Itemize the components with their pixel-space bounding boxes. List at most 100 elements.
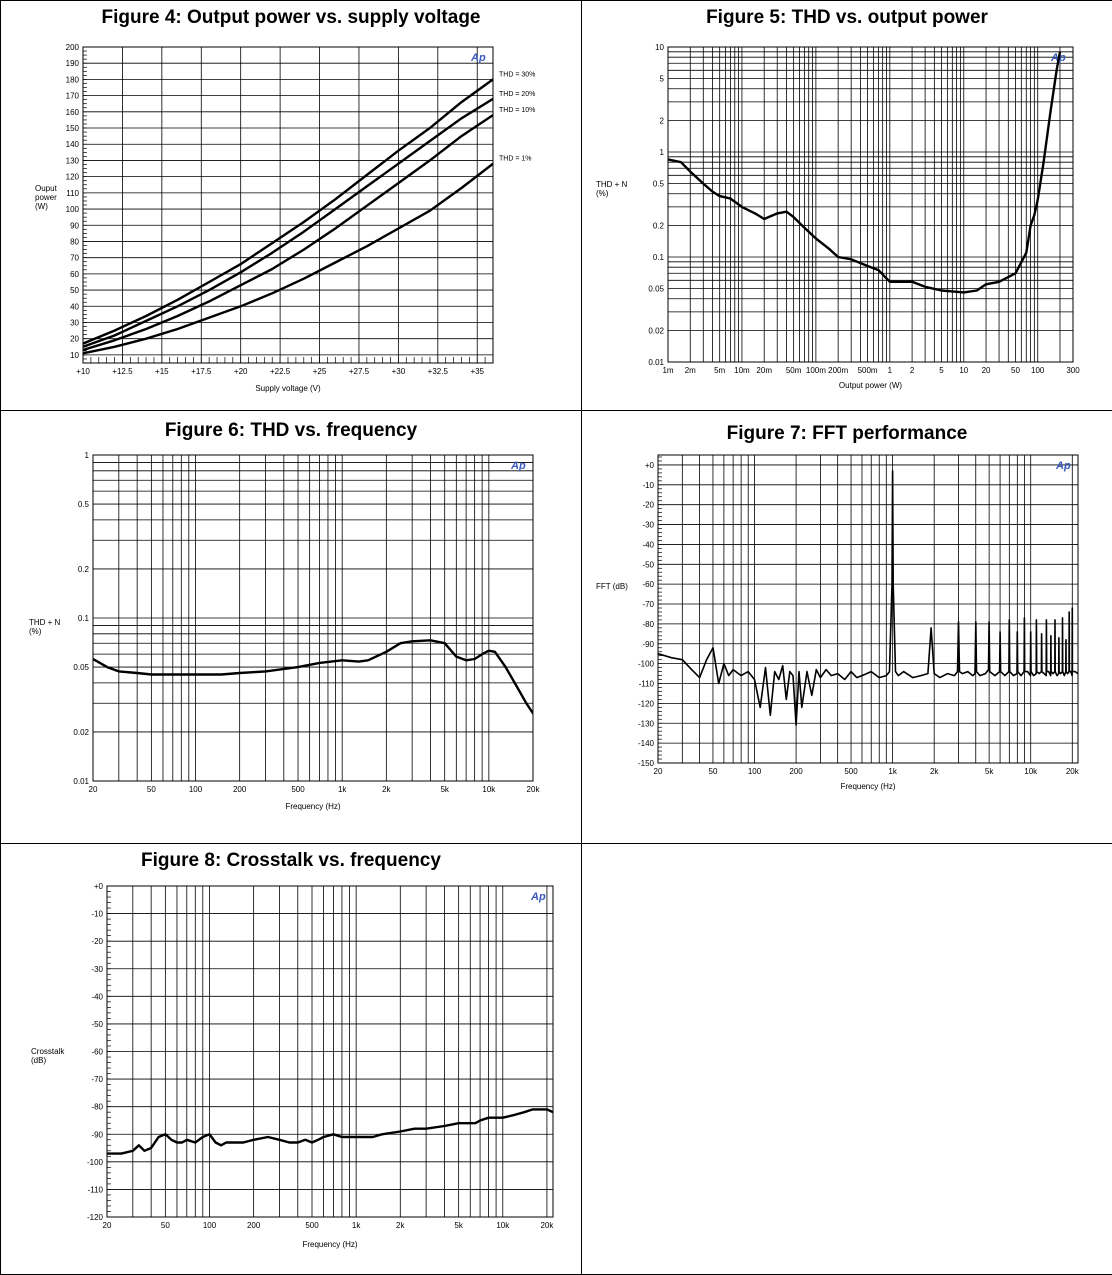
y-axis-label: Crosstalk bbox=[31, 1047, 65, 1056]
x-tick-label: 10 bbox=[959, 366, 968, 375]
figure-4-chart: +10+12.5+15+17.5+20+22.5+25+27.5+30+32.5… bbox=[1, 1, 582, 411]
y-tick-label: 110 bbox=[66, 189, 79, 198]
y-tick-label: -130 bbox=[638, 719, 655, 728]
y-tick-label: -30 bbox=[642, 521, 654, 530]
x-tick-label: +32.5 bbox=[428, 367, 449, 376]
x-tick-label: 500 bbox=[844, 767, 858, 776]
y-tick-label: -90 bbox=[91, 1130, 103, 1139]
y-tick-label: 20 bbox=[70, 335, 79, 344]
x-tick-label: 2k bbox=[396, 1221, 405, 1230]
y-tick-label: -120 bbox=[87, 1213, 104, 1222]
y-tick-label: -30 bbox=[91, 965, 103, 974]
fig4-series-line bbox=[83, 99, 493, 347]
fig7-series-line bbox=[658, 471, 1078, 725]
y-axis-label: THD + N bbox=[596, 180, 628, 189]
fig8-series-line bbox=[107, 1109, 553, 1153]
x-axis-label: Output power (W) bbox=[839, 381, 902, 390]
y-tick-label: -20 bbox=[91, 937, 103, 946]
y-tick-label: 200 bbox=[66, 43, 80, 52]
y-tick-label: 130 bbox=[66, 156, 80, 165]
x-tick-label: 20 bbox=[982, 366, 991, 375]
y-tick-label: 1 bbox=[85, 451, 90, 460]
y-tick-label: 0.1 bbox=[78, 614, 90, 623]
fig6-series-line bbox=[93, 640, 539, 713]
x-tick-label: +30 bbox=[392, 367, 406, 376]
x-tick-label: 10k bbox=[482, 785, 496, 794]
y-tick-label: -100 bbox=[638, 660, 655, 669]
y-tick-label: 170 bbox=[66, 92, 80, 101]
series-label: THD = 20% bbox=[499, 91, 535, 98]
y-tick-label: 2 bbox=[660, 116, 665, 125]
y-tick-label: -10 bbox=[642, 481, 654, 490]
y-tick-label: +0 bbox=[94, 882, 104, 891]
x-tick-label: 10k bbox=[1024, 767, 1038, 776]
x-tick-label: 50 bbox=[709, 767, 718, 776]
y-tick-label: 0.05 bbox=[648, 285, 664, 294]
x-tick-label: +15 bbox=[155, 367, 169, 376]
ap-logo: Ap bbox=[1055, 460, 1071, 472]
y-tick-label: -70 bbox=[91, 1075, 103, 1084]
y-axis-label: (dB) bbox=[31, 1056, 46, 1065]
x-axis-label: Frequency (Hz) bbox=[302, 1240, 357, 1249]
x-tick-label: 200 bbox=[789, 767, 803, 776]
x-tick-label: 20k bbox=[527, 785, 541, 794]
empty-cell bbox=[582, 844, 1112, 1275]
x-tick-label: 300 bbox=[1066, 366, 1080, 375]
y-tick-label: 5 bbox=[660, 75, 665, 84]
y-tick-label: 0.2 bbox=[78, 565, 90, 574]
x-tick-label: 500 bbox=[305, 1221, 319, 1230]
x-tick-label: 1m bbox=[662, 366, 673, 375]
y-tick-label: -40 bbox=[91, 992, 103, 1001]
y-tick-label: -150 bbox=[638, 759, 655, 768]
series-label: THD = 30% bbox=[499, 71, 535, 78]
x-tick-label: 2m bbox=[685, 366, 696, 375]
y-tick-label: 0.05 bbox=[73, 663, 89, 672]
x-tick-label: 100 bbox=[748, 767, 762, 776]
x-tick-label: 5k bbox=[985, 767, 994, 776]
y-tick-label: 100 bbox=[66, 205, 80, 214]
y-tick-label: 0.1 bbox=[653, 253, 665, 262]
y-tick-label: 10 bbox=[70, 351, 79, 360]
y-tick-label: -110 bbox=[88, 1185, 104, 1194]
y-tick-label: 0.01 bbox=[73, 777, 89, 786]
x-axis-label: Frequency (Hz) bbox=[285, 802, 340, 811]
x-tick-label: 1k bbox=[888, 767, 897, 776]
y-axis-label: (%) bbox=[596, 189, 609, 198]
fig7-frame bbox=[658, 455, 1078, 763]
series-label: THD = 1% bbox=[499, 156, 531, 163]
y-tick-label: 140 bbox=[66, 140, 80, 149]
y-tick-label: 0.2 bbox=[653, 221, 665, 230]
y-tick-label: -120 bbox=[638, 699, 655, 708]
fig4-series-line bbox=[83, 79, 493, 343]
x-tick-label: 5 bbox=[939, 366, 944, 375]
fig4-plot: +10+12.5+15+17.5+20+22.5+25+27.5+30+32.5… bbox=[35, 43, 535, 393]
y-axis-label: FFT (dB) bbox=[596, 582, 628, 591]
fig5-series-line bbox=[668, 52, 1060, 293]
x-axis-label: Frequency (Hz) bbox=[840, 782, 895, 791]
y-tick-label: -50 bbox=[91, 1020, 103, 1029]
fig5-frame bbox=[668, 47, 1073, 362]
y-tick-label: -80 bbox=[642, 620, 654, 629]
x-tick-label: 50 bbox=[1011, 366, 1020, 375]
x-tick-label: 200m bbox=[828, 366, 848, 375]
x-tick-label: +20 bbox=[234, 367, 248, 376]
y-tick-label: -60 bbox=[642, 580, 654, 589]
x-tick-label: 200 bbox=[233, 785, 247, 794]
x-tick-label: +27.5 bbox=[349, 367, 370, 376]
y-tick-label: -70 bbox=[642, 600, 654, 609]
x-tick-label: 100 bbox=[203, 1221, 217, 1230]
y-tick-label: 0.02 bbox=[648, 326, 664, 335]
y-tick-label: 80 bbox=[70, 237, 79, 246]
y-tick-label: 10 bbox=[655, 43, 664, 52]
x-axis-label: Supply voltage (V) bbox=[255, 384, 321, 393]
x-tick-label: 10k bbox=[496, 1221, 510, 1230]
x-tick-label: 1 bbox=[888, 366, 893, 375]
